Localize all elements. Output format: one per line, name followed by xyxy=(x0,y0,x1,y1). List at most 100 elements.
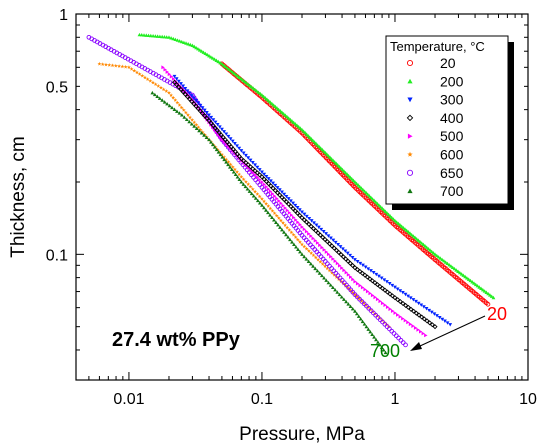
data-point xyxy=(251,194,256,198)
data-point xyxy=(364,324,369,329)
data-point xyxy=(369,195,373,199)
data-point xyxy=(335,163,340,167)
data-point xyxy=(427,308,432,313)
data-point xyxy=(302,244,307,249)
data-point xyxy=(369,269,373,273)
data-point xyxy=(304,214,309,219)
data-point xyxy=(260,203,264,207)
y-tick-label: 0.1 xyxy=(46,247,68,264)
data-point xyxy=(175,100,180,105)
data-point xyxy=(346,272,351,277)
data-point xyxy=(251,170,255,175)
data-point xyxy=(254,89,259,93)
data-point xyxy=(272,187,278,194)
data-point xyxy=(152,92,157,97)
data-point xyxy=(169,93,174,97)
data-point xyxy=(175,109,179,113)
data-point xyxy=(354,181,359,186)
data-point xyxy=(356,183,361,187)
data-point xyxy=(362,189,367,193)
data-point xyxy=(107,62,112,67)
data-point xyxy=(345,251,350,256)
legend-marker xyxy=(407,78,413,84)
data-point xyxy=(431,251,436,255)
data-point xyxy=(280,227,284,232)
data-point xyxy=(289,213,294,218)
data-point xyxy=(243,179,248,184)
data-point xyxy=(197,128,202,133)
data-point xyxy=(331,245,337,251)
data-point xyxy=(338,252,344,258)
data-point xyxy=(244,80,249,85)
data-point xyxy=(342,268,346,273)
data-point xyxy=(438,256,443,260)
data-point xyxy=(230,164,235,169)
data-point xyxy=(352,292,357,297)
data-point xyxy=(270,101,274,106)
data-point xyxy=(239,149,244,153)
data-point xyxy=(241,151,246,155)
data-point xyxy=(370,293,375,298)
data-point xyxy=(173,98,178,102)
data-point xyxy=(373,295,377,300)
data-point xyxy=(393,311,397,315)
data-point xyxy=(187,96,193,102)
data-point xyxy=(362,322,367,326)
data-point xyxy=(326,252,331,257)
data-point xyxy=(346,285,351,290)
data-point xyxy=(353,279,357,284)
data-point xyxy=(266,98,271,103)
data-point xyxy=(187,119,192,124)
data-point xyxy=(370,332,375,337)
data-point xyxy=(220,61,224,66)
data-point xyxy=(375,297,380,302)
data-point xyxy=(150,90,155,95)
data-point xyxy=(307,216,312,221)
data-point xyxy=(181,84,186,88)
data-point xyxy=(235,144,239,148)
data-point xyxy=(364,303,369,307)
data-point xyxy=(313,266,318,271)
data-point xyxy=(160,34,165,39)
data-point xyxy=(428,248,432,252)
data-point xyxy=(292,215,296,220)
data-point xyxy=(266,204,271,208)
data-point xyxy=(354,311,359,316)
data-point xyxy=(300,225,304,229)
data-point xyxy=(255,175,260,180)
data-point xyxy=(302,212,307,217)
data-point xyxy=(195,106,201,112)
data-point xyxy=(137,72,142,76)
data-point xyxy=(148,33,153,38)
data-point xyxy=(326,153,331,158)
data-point xyxy=(257,194,262,199)
data-point xyxy=(188,115,193,120)
data-point xyxy=(324,232,328,236)
data-point xyxy=(179,39,184,44)
data-point xyxy=(317,144,322,149)
data-point xyxy=(171,79,178,85)
data-point xyxy=(198,103,203,108)
data-point xyxy=(300,127,304,132)
data-point xyxy=(311,253,316,257)
data-point xyxy=(193,103,199,109)
data-point xyxy=(325,261,330,267)
data-point xyxy=(198,127,203,132)
data-point xyxy=(306,133,311,138)
data-point xyxy=(169,74,174,79)
data-point xyxy=(258,91,263,96)
data-point xyxy=(318,254,324,259)
data-point xyxy=(281,197,287,203)
data-point xyxy=(202,133,206,137)
data-point xyxy=(187,91,192,96)
data-point xyxy=(244,153,248,158)
data-point xyxy=(167,103,172,108)
data-point xyxy=(401,316,405,321)
data-point xyxy=(190,43,195,47)
data-point xyxy=(287,210,292,215)
data-point xyxy=(299,215,305,221)
data-point xyxy=(273,104,278,109)
data-point xyxy=(268,189,273,194)
data-point xyxy=(353,258,357,262)
data-point xyxy=(413,235,417,240)
